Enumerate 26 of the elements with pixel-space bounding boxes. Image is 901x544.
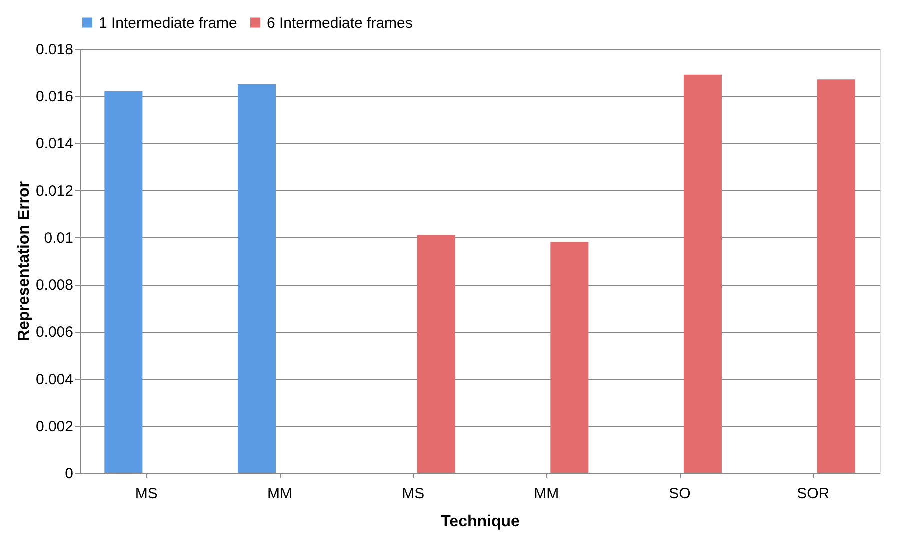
y-tick-label: 0 [65,466,74,482]
bar [684,74,722,473]
legend-label: 6 Intermediate frames [267,14,413,32]
y-tick-label: 0.018 [36,42,74,58]
y-tick-label: 0.002 [36,418,74,436]
bar [104,91,143,473]
legend-label: 1 Intermediate frame [99,14,238,32]
y-axis-title: Representation Error [16,181,33,342]
x-tick-label: MS [135,486,158,502]
x-tick-label: SO [669,486,691,502]
y-tick-label: 0.016 [36,88,74,106]
y-tick-label: 0.014 [36,136,74,153]
y-tick-label: 0.004 [36,371,74,388]
bar [550,242,589,473]
bar [238,84,276,473]
y-tick-label: 0.006 [36,324,74,342]
x-tick-label: MM [268,486,292,502]
y-tick-label: 0.008 [36,277,74,294]
x-axis-title: Technique [441,514,520,530]
bar [817,80,856,473]
bar [417,235,456,473]
y-tick-label: 0.01 [44,230,74,247]
x-tick-label: MS [402,486,425,502]
y-tick-label: 0.012 [36,182,74,200]
x-tick-label: MM [534,486,560,502]
x-tick-label: SOR [797,486,830,502]
